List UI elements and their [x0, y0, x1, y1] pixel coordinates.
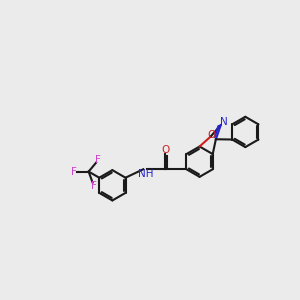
Text: NH: NH	[138, 169, 154, 179]
Text: F: F	[91, 181, 97, 191]
Text: O: O	[161, 145, 169, 155]
Text: F: F	[70, 167, 76, 177]
Text: F: F	[95, 155, 101, 165]
Text: O: O	[208, 130, 216, 140]
Text: N: N	[220, 117, 227, 127]
